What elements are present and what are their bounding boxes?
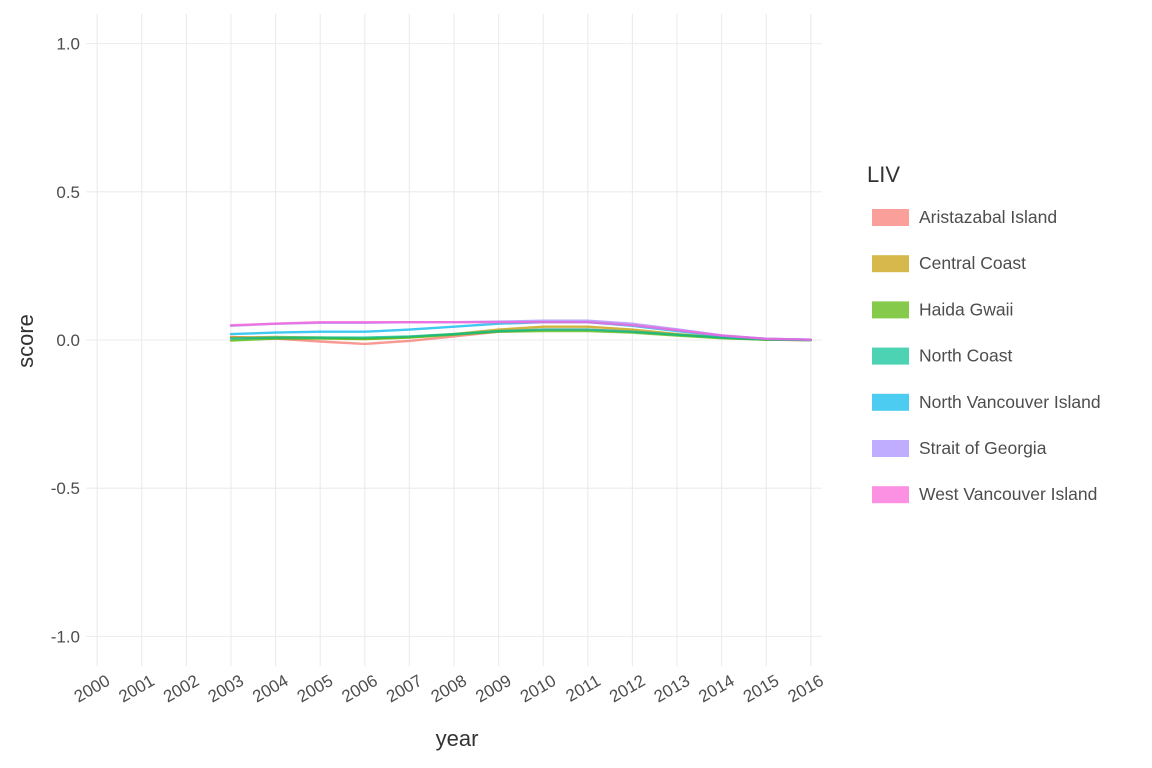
legend-swatch [872, 347, 909, 365]
y-axis-title: score [13, 314, 38, 368]
legend-label: Strait of Georgia [919, 438, 1047, 458]
legend-swatch [872, 440, 909, 457]
grid-layer [86, 14, 822, 666]
x-tick-label: 2016 [785, 671, 827, 706]
series-line-north-coast [229, 328, 812, 342]
legend-label: North Vancouver Island [919, 392, 1101, 412]
x-tick-label: 2008 [428, 671, 470, 706]
x-tick-label: 2011 [563, 671, 604, 706]
x-tick-label: 2012 [606, 671, 648, 706]
y-tick-label: 1.0 [56, 35, 80, 54]
legend-label: Aristazabal Island [919, 207, 1057, 227]
x-tick-label: 2010 [517, 671, 559, 706]
legend-swatch [872, 255, 909, 273]
y-tick-label: -0.5 [51, 479, 80, 498]
y-tick-labels: -1.0 -0.5 0.0 0.5 1.0 [51, 35, 80, 647]
x-tick-labels: 2000 2001 2002 2003 2004 2005 2006 2007 2008 2009… [71, 671, 827, 706]
y-tick-label: 0.5 [56, 183, 80, 202]
legend-swatch [872, 209, 909, 226]
x-tick-label: 2014 [695, 671, 737, 706]
x-tick-label: 2015 [740, 671, 782, 706]
x-tick-label: 2006 [339, 671, 381, 706]
x-tick-label: 2005 [294, 671, 336, 706]
series-line-west-vancouver-island [229, 321, 812, 341]
legend-items: Aristazabal Island Central Coast Haida Gwa… [872, 207, 1101, 504]
x-tick-label: 2013 [651, 671, 693, 706]
x-axis-title: year [436, 726, 479, 751]
x-tick-label: 2002 [160, 671, 202, 706]
legend-label: Central Coast [919, 253, 1026, 273]
legend-label: Haida Gwaii [919, 299, 1013, 319]
x-tick-label: 2009 [472, 671, 514, 706]
x-tick-label: 2007 [383, 671, 425, 706]
legend-swatch [872, 301, 909, 319]
y-tick-label: 0.0 [56, 331, 80, 350]
series-lines [229, 319, 812, 346]
legend-swatch [872, 393, 909, 411]
x-tick-label: 2000 [71, 671, 113, 706]
x-tick-label: 2001 [115, 671, 157, 706]
legend-label: North Coast [919, 346, 1013, 366]
legend-title: LIV [867, 162, 900, 187]
legend-swatch [872, 486, 909, 504]
x-tick-label: 2004 [249, 671, 291, 706]
y-tick-label: -1.0 [51, 627, 80, 646]
x-tick-label: 2003 [205, 671, 247, 706]
legend: LIV Aristazabal Island Central Coast Haida… [867, 162, 1101, 504]
legend-label: West Vancouver Island [919, 484, 1097, 504]
